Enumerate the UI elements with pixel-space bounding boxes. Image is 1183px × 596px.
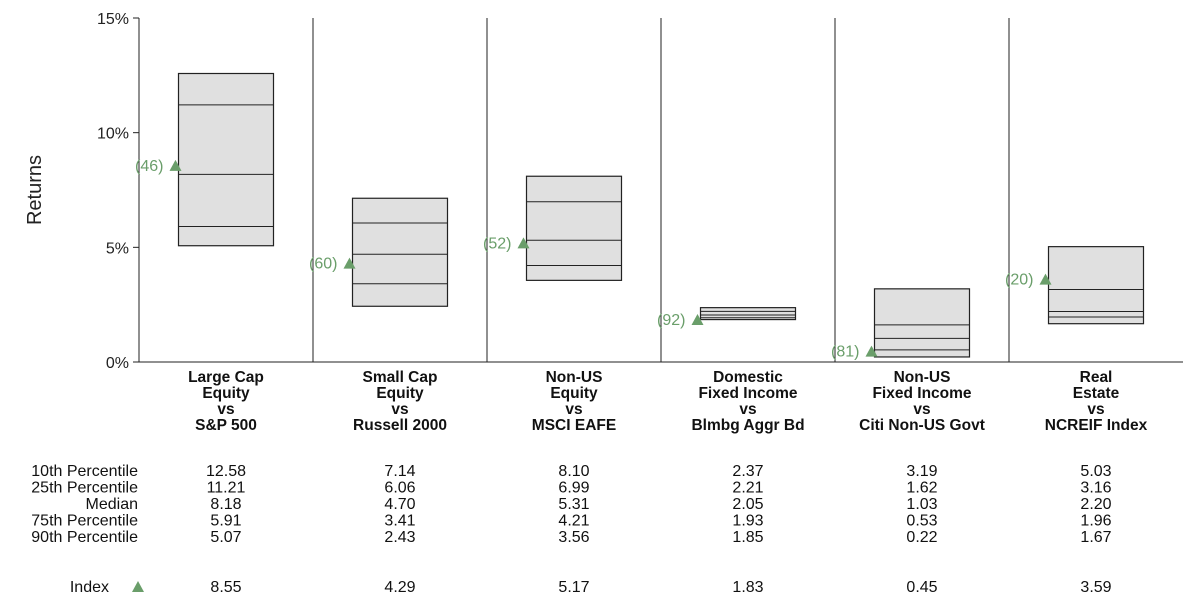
category-label: vs — [913, 401, 930, 418]
table-cell: 5.31 — [558, 496, 589, 513]
category-label: vs — [391, 401, 408, 418]
table-cell: 12.58 — [206, 463, 246, 480]
index-marker — [691, 314, 704, 326]
category-label: Equity — [550, 385, 598, 402]
table-cell: 1.93 — [732, 513, 763, 530]
index-value: 3.59 — [1080, 579, 1111, 596]
table-row-label: 10th Percentile — [31, 463, 138, 480]
table-cell: 6.99 — [558, 480, 589, 497]
table-cell: 2.20 — [1080, 496, 1111, 513]
category-label: Estate — [1073, 385, 1120, 402]
category-label: Citi Non-US Govt — [859, 417, 985, 434]
percentile-box — [699, 307, 797, 321]
category-label: Russell 2000 — [353, 417, 447, 434]
table-cell: 8.10 — [558, 463, 589, 480]
index-marker — [343, 257, 356, 269]
index-value: 1.83 — [732, 579, 763, 596]
table-cell: 1.85 — [732, 529, 763, 546]
category-label: Large Cap — [188, 369, 264, 386]
table-cell: 3.19 — [906, 463, 937, 480]
table-cell: 7.14 — [384, 463, 415, 480]
table-cell: 6.06 — [384, 480, 415, 497]
index-row-label: Index — [70, 579, 109, 596]
category-label: S&P 500 — [195, 417, 257, 434]
table-row-label: Median — [86, 496, 138, 513]
index-marker — [1039, 273, 1052, 285]
table-cell: 1.62 — [906, 480, 937, 497]
table-cell: 3.41 — [384, 513, 415, 530]
y-tick-label: 0% — [106, 355, 129, 372]
y-tick-label: 15% — [97, 11, 129, 28]
table-cell: 3.56 — [558, 529, 589, 546]
category-label: Real — [1080, 369, 1113, 386]
index-value: 4.29 — [384, 579, 415, 596]
table-row-label: 90th Percentile — [31, 529, 138, 546]
table-cell: 8.18 — [210, 496, 241, 513]
index-marker — [169, 159, 182, 171]
rank-label: (60) — [309, 256, 337, 273]
percentile-box — [351, 197, 449, 307]
table-row-label: 25th Percentile — [31, 480, 138, 497]
table-cell: 5.03 — [1080, 463, 1111, 480]
category-label: Domestic — [713, 369, 783, 386]
category-label: Non-US — [546, 369, 603, 386]
table-cell: 1.67 — [1080, 529, 1111, 546]
category-label: Fixed Income — [872, 385, 971, 402]
percentile-box — [177, 72, 275, 247]
table-cell: 5.91 — [210, 513, 241, 530]
category-label: vs — [217, 401, 234, 418]
category-label: Non-US — [894, 369, 951, 386]
rank-label: (52) — [483, 235, 511, 252]
index-value: 5.17 — [558, 579, 589, 596]
y-tick-label: 5% — [106, 240, 129, 257]
category-label: vs — [739, 401, 756, 418]
y-tick-label: 10% — [97, 126, 129, 143]
category-label: Equity — [202, 385, 250, 402]
table-cell: 4.21 — [558, 513, 589, 530]
index-value: 0.45 — [906, 579, 937, 596]
index-marker — [517, 237, 530, 249]
category-label: MSCI EAFE — [532, 417, 616, 434]
category-label: vs — [1087, 401, 1104, 418]
rank-label: (46) — [135, 158, 163, 175]
percentile-box — [873, 288, 971, 358]
table-cell: 2.37 — [732, 463, 763, 480]
category-label: Blmbg Aggr Bd — [691, 417, 804, 434]
category-label: NCREIF Index — [1045, 417, 1148, 434]
table-cell: 1.03 — [906, 496, 937, 513]
category-label: Equity — [376, 385, 424, 402]
index-marker — [865, 345, 878, 357]
table-cell: 4.70 — [384, 496, 415, 513]
rank-label: (92) — [657, 312, 685, 329]
table-cell: 11.21 — [207, 480, 246, 497]
index-legend-marker — [132, 581, 144, 592]
percentile-box — [525, 175, 623, 281]
table-cell: 2.43 — [384, 529, 415, 546]
category-label: vs — [565, 401, 582, 418]
category-label: Fixed Income — [698, 385, 797, 402]
index-value: 8.55 — [210, 579, 241, 596]
y-axis-label: Returns — [24, 155, 46, 225]
table-cell: 0.22 — [906, 529, 937, 546]
table-cell: 2.05 — [732, 496, 763, 513]
table-cell: 3.16 — [1080, 480, 1111, 497]
table-cell: 1.96 — [1080, 513, 1111, 530]
table-cell: 5.07 — [210, 529, 241, 546]
percentile-box — [1047, 246, 1145, 325]
category-label: Small Cap — [363, 369, 438, 386]
table-cell: 0.53 — [906, 513, 937, 530]
rank-label: (81) — [831, 344, 859, 361]
table-cell: 2.21 — [732, 480, 763, 497]
table-row-label: 75th Percentile — [31, 513, 138, 530]
rank-label: (20) — [1005, 272, 1033, 289]
